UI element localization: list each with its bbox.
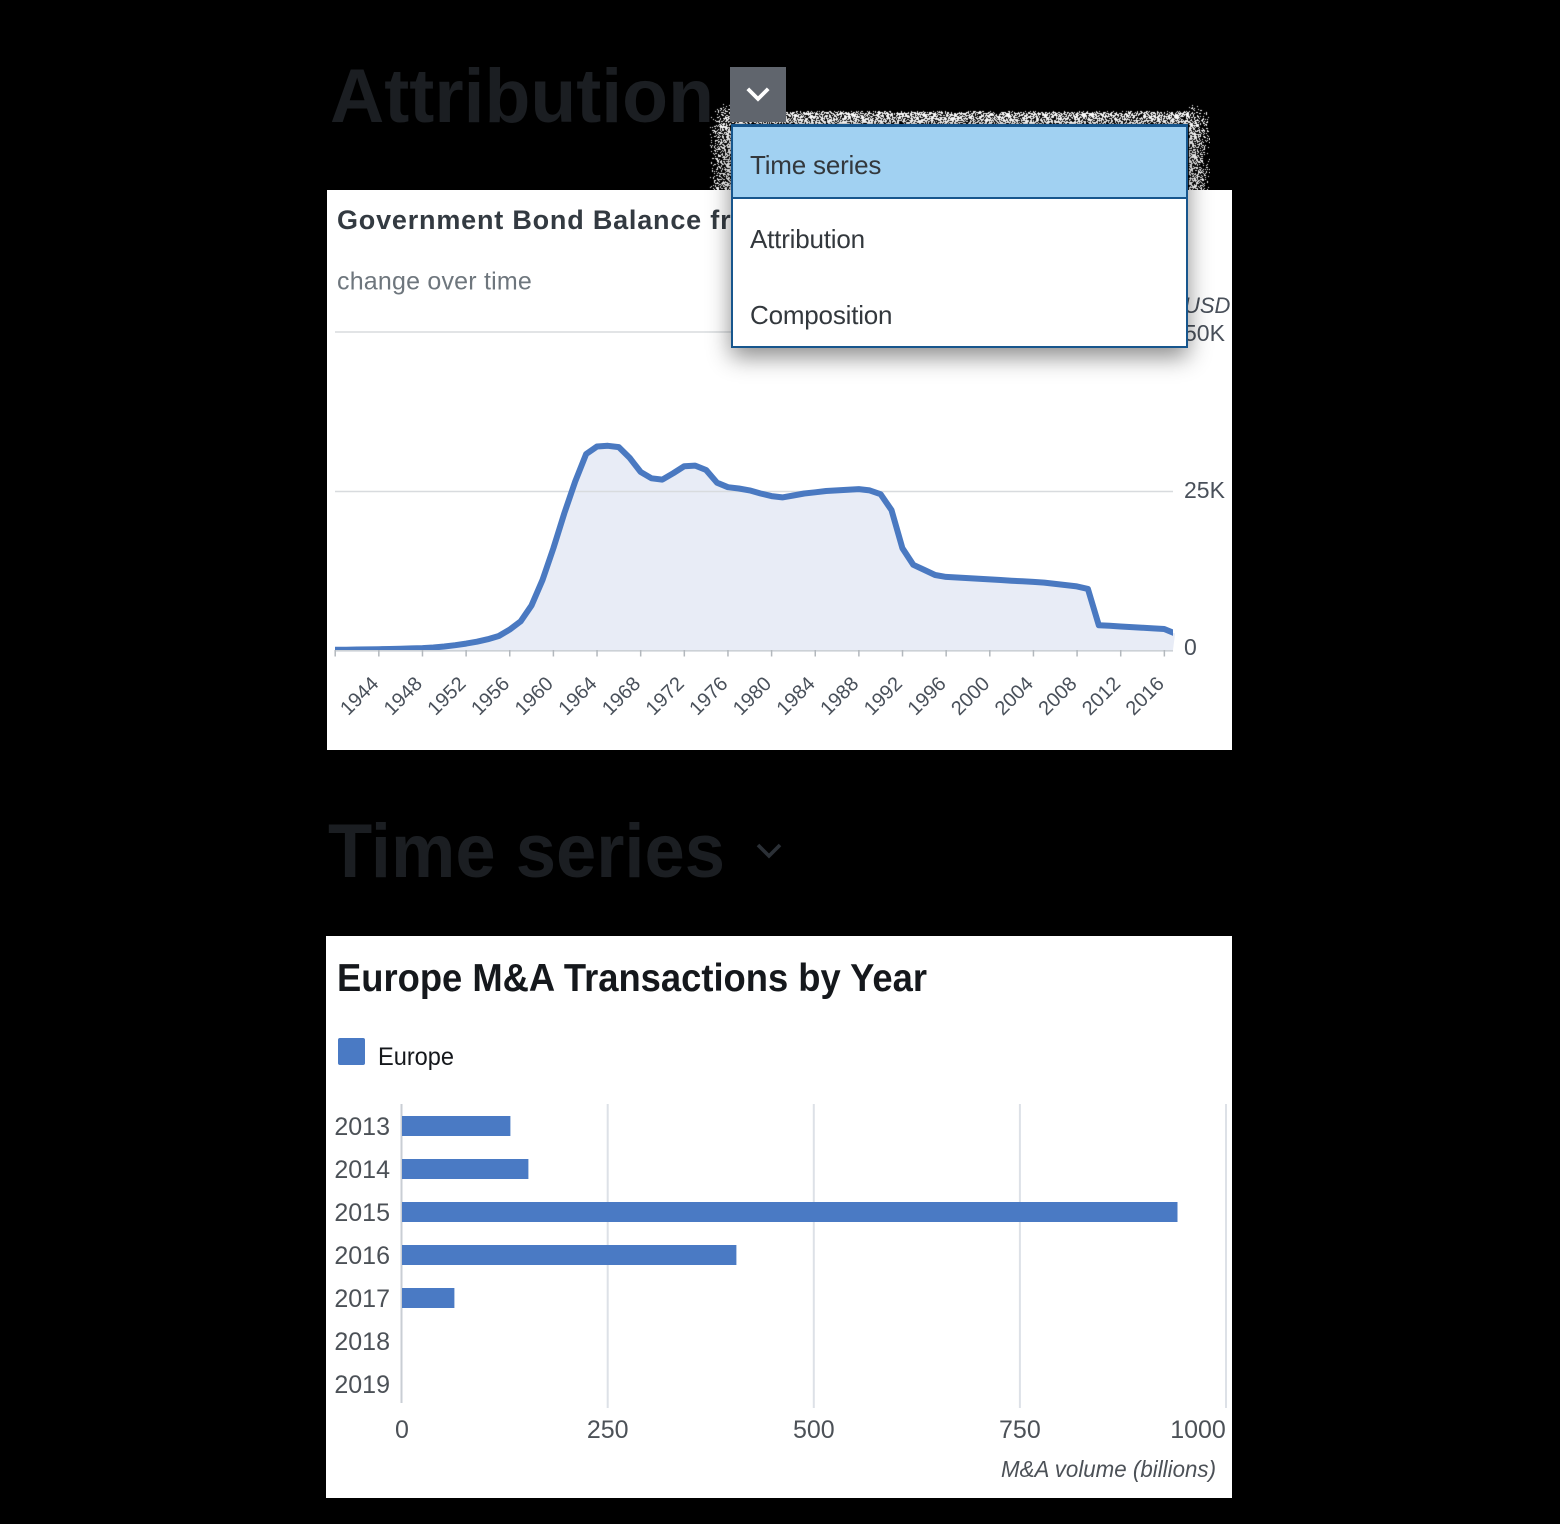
svg-text:1976: 1976 <box>685 673 732 720</box>
svg-text:1964: 1964 <box>554 673 601 720</box>
svg-text:2016: 2016 <box>1122 673 1169 720</box>
svg-text:500: 500 <box>793 1416 835 1444</box>
svg-text:1956: 1956 <box>467 673 514 720</box>
svg-text:change over time: change over time <box>337 268 532 296</box>
svg-text:2012: 2012 <box>1078 673 1125 720</box>
svg-text:2004: 2004 <box>991 673 1038 720</box>
svg-text:1944: 1944 <box>336 673 383 720</box>
svg-text:2013: 2013 <box>334 1113 390 1141</box>
svg-text:1972: 1972 <box>642 673 689 720</box>
svg-text:1984: 1984 <box>773 673 820 720</box>
svg-text:2018: 2018 <box>334 1328 390 1356</box>
svg-text:2017: 2017 <box>334 1285 390 1313</box>
svg-text:USD: USD <box>1184 293 1231 318</box>
svg-text:250: 250 <box>587 1416 629 1444</box>
svg-text:1980: 1980 <box>729 673 776 720</box>
svg-text:2019: 2019 <box>334 1371 390 1399</box>
svg-text:1988: 1988 <box>816 673 863 720</box>
svg-text:M&A volume (billions): M&A volume (billions) <box>1001 1456 1216 1482</box>
svg-text:Time series: Time series <box>328 809 725 894</box>
svg-text:750: 750 <box>999 1416 1041 1444</box>
svg-text:1968: 1968 <box>598 673 645 720</box>
svg-text:1948: 1948 <box>380 673 427 720</box>
svg-text:1000: 1000 <box>1170 1416 1226 1444</box>
svg-text:1960: 1960 <box>511 673 558 720</box>
svg-text:Europe M&A Transactions by Yea: Europe M&A Transactions by Year <box>337 957 927 1000</box>
svg-text:50K: 50K <box>1184 320 1226 346</box>
svg-text:25K: 25K <box>1184 477 1226 503</box>
svg-text:1952: 1952 <box>424 673 471 720</box>
svg-text:2016: 2016 <box>334 1242 390 1270</box>
svg-text:1996: 1996 <box>904 673 951 720</box>
svg-text:0: 0 <box>1184 634 1197 660</box>
svg-text:2015: 2015 <box>334 1199 390 1227</box>
svg-text:Europe: Europe <box>378 1043 454 1071</box>
svg-text:2014: 2014 <box>334 1156 390 1184</box>
svg-text:0: 0 <box>395 1416 409 1444</box>
svg-text:Attribution: Attribution <box>330 54 714 139</box>
svg-text:1992: 1992 <box>860 673 907 720</box>
svg-text:2000: 2000 <box>947 673 994 720</box>
svg-text:2008: 2008 <box>1034 673 1081 720</box>
